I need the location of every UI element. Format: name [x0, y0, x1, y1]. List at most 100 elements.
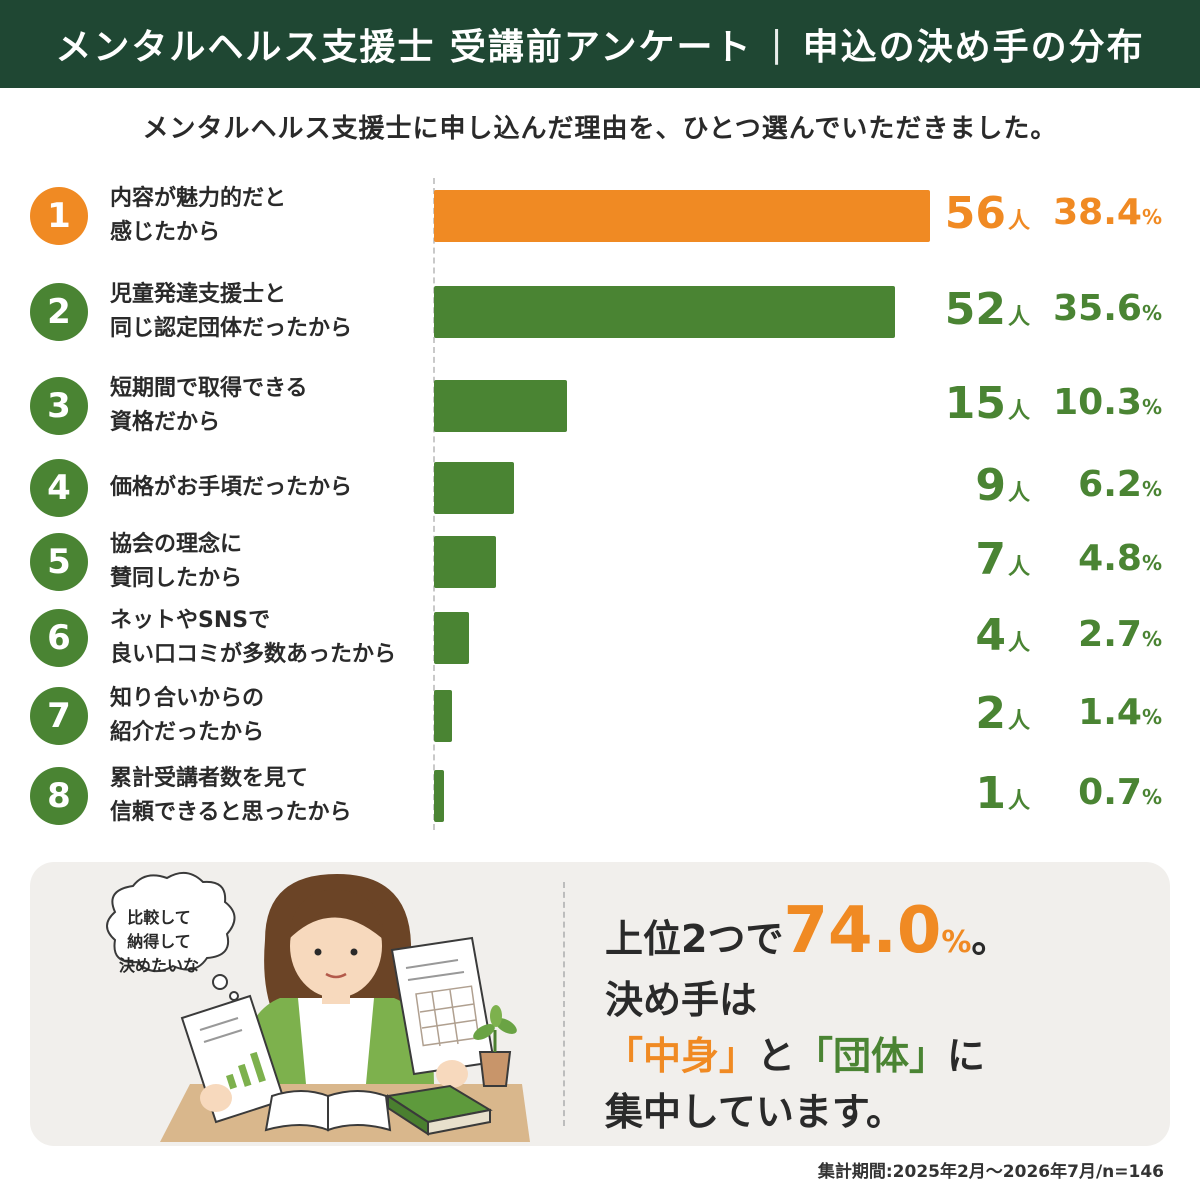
panel-divider	[563, 882, 565, 1126]
summary-line-3: 「中身」と「団体」に	[605, 1028, 1165, 1084]
summary-line-top-two: 上位2つで74.0%。	[605, 890, 1165, 972]
count-value: 2	[975, 688, 1006, 739]
header-separator: |	[770, 23, 785, 65]
percent-label: 10.3%	[1040, 382, 1162, 423]
count-value: 52	[944, 284, 1006, 335]
count-label: 9人	[900, 460, 1030, 511]
summary-line-4: 集中しています。	[605, 1090, 905, 1134]
percent-value: 6.2	[1078, 464, 1142, 505]
percent-label: 2.7%	[1040, 614, 1162, 655]
chart-row: 2 児童発達支援士と 同じ認定団体だったから 52人 35.6%	[0, 272, 1200, 352]
count-value: 4	[975, 610, 1006, 661]
category-label: 累計受講者数を見て 信頼できると思ったから	[110, 766, 352, 825]
chart-row: 5 協会の理念に 賛同したから 7人 4.8%	[0, 522, 1200, 602]
count-value: 56	[944, 188, 1006, 239]
summary-prefix: 上位2つで	[605, 917, 784, 961]
count-unit: 人	[1007, 305, 1030, 330]
bar	[434, 286, 895, 338]
survey-period-footnote: 集計期間:2025年2月〜2026年7月/n=146	[817, 1162, 1164, 1182]
percent-label: 1.4%	[1040, 692, 1162, 733]
percent-label: 0.7%	[1040, 772, 1162, 813]
rank-badge: 8	[30, 767, 88, 825]
potted-plant-icon	[473, 1005, 517, 1087]
percent-unit: %	[1141, 551, 1162, 575]
summary-line-2: 決め手は	[605, 978, 758, 1022]
percent-unit: %	[1141, 785, 1162, 809]
rank-badge: 4	[30, 459, 88, 517]
summary-particle: に	[947, 1034, 986, 1078]
count-unit: 人	[1007, 709, 1030, 734]
count-label: 52人	[900, 284, 1030, 335]
bar	[434, 536, 496, 588]
percent-unit: %	[1141, 301, 1162, 325]
percent-unit: %	[1141, 205, 1162, 229]
summary-text: 上位2つで74.0%。 決め手は 「中身」と「団体」に 集中しています。	[605, 890, 1165, 1140]
rank-badge: 2	[30, 283, 88, 341]
percent-value: 4.8	[1078, 538, 1142, 579]
rank-badge: 5	[30, 533, 88, 591]
count-unit: 人	[1007, 399, 1030, 424]
rank-badge: 7	[30, 687, 88, 745]
bar	[434, 462, 514, 514]
header-bar: メンタルヘルス支援士 受講前アンケート | 申込の決め手の分布	[0, 0, 1200, 88]
percent-label: 38.4%	[1040, 192, 1162, 233]
rank-badge: 6	[30, 609, 88, 667]
rank-badge: 1	[30, 187, 88, 245]
percent-value: 2.7	[1078, 614, 1142, 655]
count-value: 9	[975, 460, 1006, 511]
survey-question: メンタルヘルス支援士に申し込んだ理由を、ひとつ選んでいただきました。	[142, 114, 1058, 144]
percent-unit: %	[1141, 395, 1162, 419]
green-book-icon	[385, 1084, 493, 1136]
percent-label: 4.8%	[1040, 538, 1162, 579]
percent-label: 6.2%	[1040, 464, 1162, 505]
count-unit: 人	[1007, 209, 1030, 234]
count-unit: 人	[1007, 555, 1030, 580]
count-unit: 人	[1007, 481, 1030, 506]
count-label: 4人	[900, 610, 1030, 661]
percent-value: 35.6	[1053, 288, 1142, 329]
count-label: 15人	[900, 378, 1030, 429]
category-label: 内容が魅力的だと 感じたから	[110, 186, 287, 245]
chart-row: 1 内容が魅力的だと 感じたから 56人 38.4%	[0, 176, 1200, 256]
summary-keyword-content: 「中身」	[605, 1034, 758, 1078]
percent-unit: %	[1141, 627, 1162, 651]
percent-label: 35.6%	[1040, 288, 1162, 329]
count-unit: 人	[1007, 789, 1030, 814]
count-label: 1人	[900, 768, 1030, 819]
category-label: 短期間で取得できる 資格だから	[110, 376, 308, 435]
bar	[434, 380, 567, 432]
bar	[434, 770, 444, 822]
header-title-right: 申込の決め手の分布	[802, 27, 1145, 68]
bar	[434, 612, 469, 664]
summary-percent-unit: %	[941, 925, 972, 960]
chart-row: 3 短期間で取得できる 資格だから 15人 10.3%	[0, 366, 1200, 446]
count-label: 7人	[900, 534, 1030, 585]
category-label: 知り合いからの 紹介だったから	[110, 686, 265, 745]
percent-value: 38.4	[1053, 192, 1142, 233]
count-value: 7	[975, 534, 1006, 585]
bar	[434, 190, 930, 242]
percent-unit: %	[1141, 477, 1162, 501]
thought-bubble-text: 比較して 納得して 決めたいな	[118, 908, 199, 975]
percent-value: 10.3	[1053, 382, 1142, 423]
category-label: ネットやSNSで 良い口コミが多数あったから	[110, 608, 397, 667]
chart-row: 4 価格がお手頃だったから 9人 6.2%	[0, 448, 1200, 528]
percent-unit: %	[1141, 705, 1162, 729]
header-title-left: メンタルヘルス支援士 受講前アンケート	[55, 27, 753, 68]
summary-conjunction: と	[757, 1034, 796, 1078]
category-label: 協会の理念に 賛同したから	[110, 532, 243, 591]
percent-value: 1.4	[1078, 692, 1142, 733]
rank-badge: 3	[30, 377, 88, 435]
count-value: 15	[944, 378, 1006, 429]
category-label: 価格がお手頃だったから	[110, 475, 353, 500]
thought-bubble-icon	[106, 871, 239, 1001]
bar	[434, 690, 452, 742]
summary-keyword-organization: 「団体」	[795, 1034, 948, 1078]
chart-row: 8 累計受講者数を見て 信頼できると思ったから 1人 0.7%	[0, 756, 1200, 836]
summary-total-percent: 74.0	[783, 894, 942, 968]
count-value: 1	[975, 768, 1006, 819]
count-unit: 人	[1007, 631, 1030, 656]
count-label: 2人	[900, 688, 1030, 739]
open-book-icon	[264, 1090, 392, 1132]
count-label: 56人	[900, 188, 1030, 239]
